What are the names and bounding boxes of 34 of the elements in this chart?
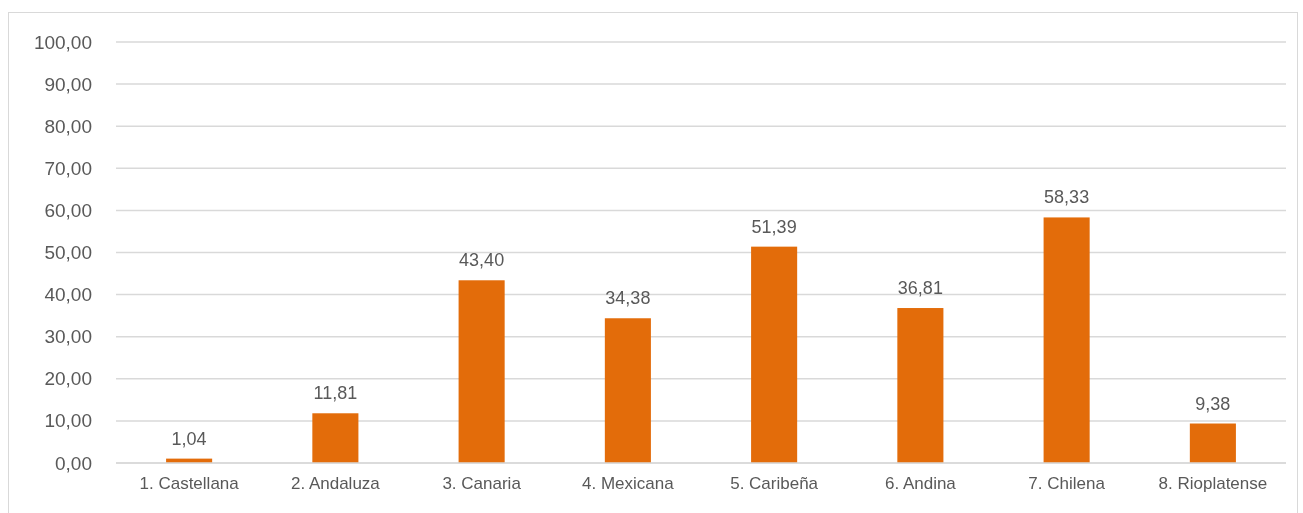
x-tick-label: 7. Chilena xyxy=(1028,474,1106,494)
y-tick-label: 0,00 xyxy=(55,452,92,474)
y-tick-label: 100,00 xyxy=(33,31,92,53)
data-label: 34,38 xyxy=(605,288,651,309)
bar xyxy=(604,318,651,463)
bar xyxy=(897,308,944,463)
y-tick-label: 30,00 xyxy=(44,326,92,348)
bar xyxy=(1189,423,1236,463)
x-tick-label: 4. Mexicana xyxy=(582,474,675,494)
y-tick-label: 40,00 xyxy=(44,284,92,306)
y-tick-label: 60,00 xyxy=(44,199,92,221)
y-tick-label: 50,00 xyxy=(44,242,92,264)
y-tick-label: 20,00 xyxy=(44,368,92,390)
x-tick-label: 1. Castellana xyxy=(139,474,240,494)
x-tick-label: 6. Andina xyxy=(884,474,957,494)
bar xyxy=(1043,217,1090,463)
bar xyxy=(751,246,798,463)
data-label: 58,33 xyxy=(1044,187,1090,208)
data-label: 9,38 xyxy=(1195,393,1231,414)
data-label: 36,81 xyxy=(897,278,943,299)
data-label: 51,39 xyxy=(751,216,797,237)
x-tick-label: 5. Caribeña xyxy=(730,474,819,494)
data-label: 1,04 xyxy=(171,428,207,449)
data-label: 11,81 xyxy=(313,383,358,404)
y-tick-label: 80,00 xyxy=(44,115,92,137)
x-tick-label: 2. Andaluza xyxy=(290,474,381,494)
x-tick-label: 3. Canaria xyxy=(442,474,522,494)
y-tick-label: 70,00 xyxy=(44,157,92,179)
data-label: 43,40 xyxy=(459,250,505,271)
x-tick-label: 8. Rioplatense xyxy=(1158,474,1268,494)
y-tick-label: 10,00 xyxy=(44,410,92,432)
y-tick-label: 90,00 xyxy=(44,73,92,95)
bar xyxy=(312,413,359,463)
bar xyxy=(458,280,505,463)
